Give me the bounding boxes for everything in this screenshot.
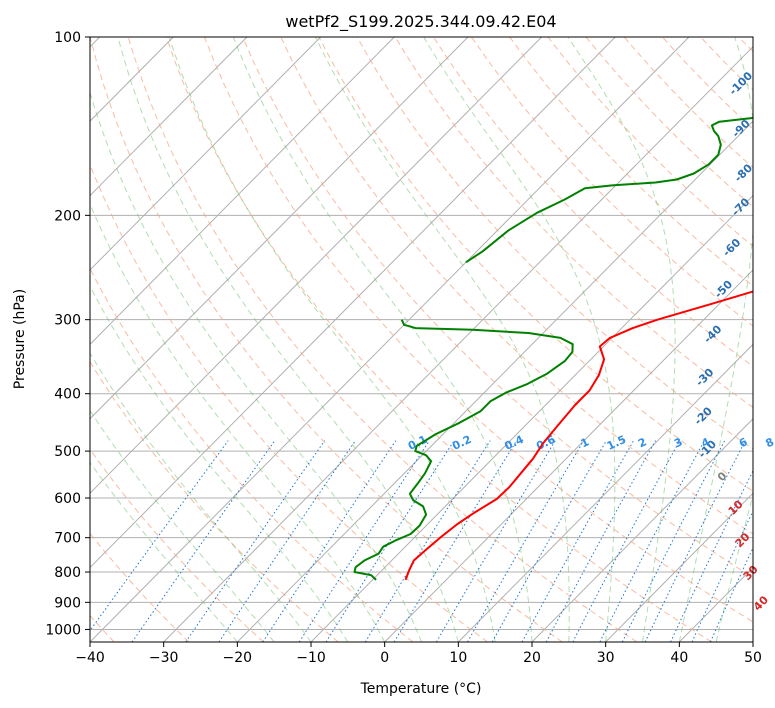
y-tick-label: 400 <box>54 387 81 403</box>
mixing-ratio-line <box>521 440 635 642</box>
y-axis-ticks: 100 200 300 400 500 600 700 800 900 1000 <box>45 30 90 638</box>
moist-adiabat-line <box>90 90 422 642</box>
mixing-ratio-line <box>325 440 455 642</box>
dry-adiabat-line <box>90 448 264 642</box>
dry-adiabat-line <box>90 360 339 642</box>
moist-adiabat-line <box>715 492 753 642</box>
profile-series-line <box>465 116 753 264</box>
x-tick-label: 10 <box>449 650 467 666</box>
x-tick-label: 30 <box>597 650 615 666</box>
profile-series-line <box>404 290 753 581</box>
moist-adiabat-line <box>678 37 753 642</box>
moist-adiabat-line <box>90 461 238 642</box>
mixing-ratio-line <box>709 546 753 642</box>
dry-adiabat-line <box>242 37 753 579</box>
background-lines <box>90 37 753 642</box>
moist-adiabat-line <box>90 285 349 642</box>
isotherm-line <box>90 37 542 494</box>
dry-adiabat-line <box>471 37 753 327</box>
mixing-ratio-line <box>435 440 556 642</box>
isotherm-line <box>163 46 753 642</box>
isotherm-line <box>90 37 321 271</box>
x-axis-label: Temperature (°C) <box>360 681 482 697</box>
moist-adiabat-line <box>90 409 275 642</box>
moist-adiabat-line <box>168 37 496 642</box>
y-tick-label: 1000 <box>45 622 81 638</box>
dry-adiabat-line <box>394 37 753 409</box>
y-tick-label: 300 <box>54 313 81 329</box>
isotherm-line <box>90 37 469 420</box>
x-axis-ticks: −40 −30 −20 −10 0 10 20 30 40 50 <box>75 642 762 666</box>
mixing-ratio-line <box>364 440 491 642</box>
mixing-ratio-line <box>393 440 518 642</box>
y-axis-label: Pressure (hPa) <box>12 289 28 389</box>
y-tick-label: 700 <box>54 531 81 547</box>
x-tick-label: 40 <box>670 650 688 666</box>
mixing-ratio-line <box>644 440 746 642</box>
chart-title: wetPf2_S199.2025.344.09.42.E04 <box>285 12 556 32</box>
x-tick-label: −30 <box>149 650 179 666</box>
profile-lines <box>353 116 753 581</box>
mixing-ratio-line <box>185 440 326 642</box>
x-tick-label: −40 <box>75 650 105 666</box>
dry-adiabat-line <box>165 37 712 642</box>
moist-adiabat-line <box>567 37 676 642</box>
isotherm-line <box>384 269 753 642</box>
x-tick-label: −10 <box>296 650 326 666</box>
mixing-ratio-line <box>90 440 229 632</box>
y-tick-label: 500 <box>54 444 81 460</box>
dry-adiabat-line <box>203 37 753 623</box>
isotherm-line <box>90 37 616 569</box>
moist-adiabat-line <box>232 37 533 642</box>
moist-adiabat-line <box>117 37 459 642</box>
x-tick-label: 0 <box>380 650 389 666</box>
x-tick-label: −20 <box>223 650 253 666</box>
isotherm-line <box>457 343 753 642</box>
mixing-ratio-line <box>491 440 607 642</box>
dry-adiabat-line <box>318 37 753 492</box>
y-tick-label: 900 <box>54 595 81 611</box>
y-tick-label: 100 <box>54 30 81 46</box>
dry-adiabat-line <box>432 37 753 368</box>
dry-adiabat-line <box>90 267 414 642</box>
plot-frame <box>89 36 754 643</box>
mixing-ratio-line <box>467 440 585 642</box>
dry-adiabat-line <box>280 37 753 535</box>
dry-adiabat-line <box>356 37 753 450</box>
isotherm-line <box>90 37 395 346</box>
y-tick-label: 600 <box>54 491 81 507</box>
isotherm-line <box>236 120 753 642</box>
moist-adiabat-line <box>90 202 386 642</box>
dry-adiabat-line <box>509 37 753 287</box>
isotherm-line <box>90 37 248 197</box>
x-tick-label: 20 <box>523 650 541 666</box>
mixing-ratio-line <box>218 440 356 642</box>
y-tick-label: 800 <box>54 565 81 581</box>
dry-adiabat-line <box>127 37 638 642</box>
mixing-ratio-line <box>262 440 397 642</box>
mixing-ratio-line <box>545 440 657 642</box>
isotherm-line <box>605 492 753 642</box>
moist-adiabat-line <box>90 352 312 642</box>
mixing-ratio-label: 8 <box>764 435 775 450</box>
y-tick-label: 200 <box>54 208 81 224</box>
dry-adiabat-line <box>90 37 563 642</box>
x-tick-label: 50 <box>744 650 762 666</box>
isotherm-line <box>531 418 753 642</box>
moist-adiabat-line <box>423 37 616 642</box>
profile-series-line <box>353 319 574 581</box>
moist-adiabat-line <box>315 37 570 642</box>
mixing-ratio-line <box>298 440 430 642</box>
mixing-ratio-line <box>621 440 726 642</box>
